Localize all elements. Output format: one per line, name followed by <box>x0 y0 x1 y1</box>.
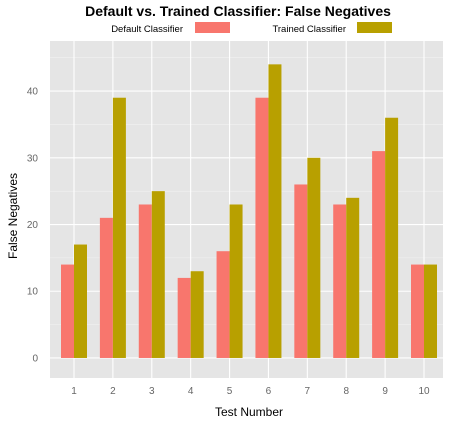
bar-trained-2 <box>112 97 126 358</box>
y-tick-label: 40 <box>27 87 39 98</box>
bar-default-3 <box>138 204 152 358</box>
bar-trained-6 <box>268 64 282 358</box>
legend-label-default: Default Classifier <box>111 24 183 35</box>
bar-default-5 <box>216 251 230 358</box>
bar-default-4 <box>177 277 191 358</box>
x-tick-label: 9 <box>382 386 388 397</box>
x-tick-label: 6 <box>266 386 272 397</box>
x-tick-label: 2 <box>110 386 116 397</box>
y-tick-label: 30 <box>27 153 39 164</box>
y-tick-labels: 0 10 20 30 40 <box>27 87 39 365</box>
x-tick-label: 10 <box>418 386 430 397</box>
legend-swatch-default <box>195 22 230 33</box>
x-tick-label: 7 <box>305 386 311 397</box>
bar-trained-7 <box>307 157 321 358</box>
x-tick-label: 3 <box>149 386 155 397</box>
bars <box>61 64 437 358</box>
legend: Default Classifier Trained Classifier <box>111 22 392 35</box>
bar-trained-1 <box>74 244 87 358</box>
x-tick-label: 4 <box>188 386 194 397</box>
bar-trained-4 <box>190 271 204 358</box>
bar-default-10 <box>411 264 424 358</box>
legend-swatch-trained <box>357 22 392 33</box>
bar-default-1 <box>61 264 74 358</box>
x-axis-label: Test Number <box>215 405 283 419</box>
chart-title: Default vs. Trained Classifier: False Ne… <box>85 3 391 19</box>
y-axis-label: False Negatives <box>6 173 20 259</box>
bar-default-2 <box>99 217 113 358</box>
bar-trained-9 <box>385 117 399 358</box>
x-tick-label: 8 <box>343 386 349 397</box>
bar-trained-10 <box>424 264 437 358</box>
bar-default-7 <box>294 184 308 358</box>
bar-trained-5 <box>229 204 243 358</box>
bar-default-9 <box>372 151 386 358</box>
bar-default-8 <box>333 204 347 358</box>
bar-trained-3 <box>151 191 165 358</box>
bar-default-6 <box>255 97 269 358</box>
y-tick-label: 10 <box>27 287 39 298</box>
x-tick-labels: 1 2 3 4 5 6 7 8 9 10 <box>71 386 430 397</box>
x-tick-label: 5 <box>227 386 233 397</box>
y-tick-label: 20 <box>27 220 39 231</box>
bar-trained-8 <box>346 197 360 358</box>
legend-label-trained: Trained Classifier <box>272 24 346 35</box>
y-tick-label: 0 <box>32 353 38 364</box>
x-tick-label: 1 <box>71 386 77 397</box>
